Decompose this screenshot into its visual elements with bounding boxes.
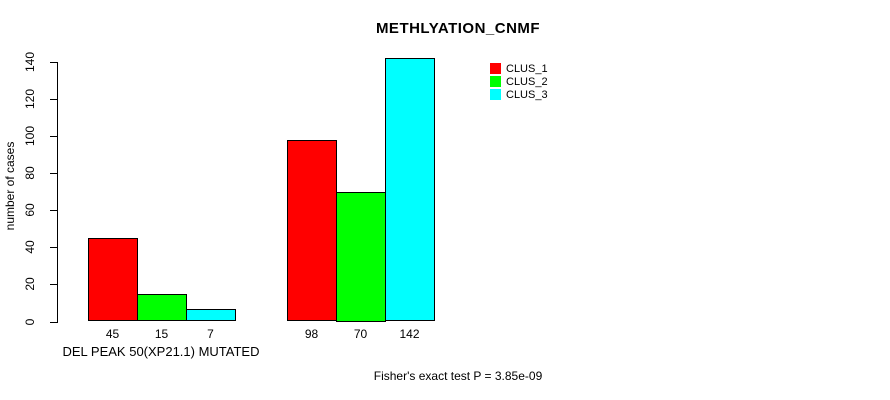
- bar-value-label: 70: [353, 327, 368, 341]
- legend-swatch-clus_2: [490, 76, 501, 87]
- y-axis-tick: [50, 321, 58, 323]
- y-axis-tick-label: 140: [23, 51, 37, 73]
- x-axis-group-label: DEL PEAK 50(XP21.1) MUTATED: [62, 344, 260, 359]
- chart-title: METHLYATION_CNMF: [375, 20, 541, 37]
- y-axis-label: number of cases: [3, 141, 17, 231]
- y-axis-tick-label: 20: [23, 277, 37, 292]
- bar-value-label: 98: [304, 327, 319, 341]
- legend-label: CLUS_2: [506, 75, 548, 88]
- legend-item: CLUS_3: [490, 88, 548, 101]
- legend-label: CLUS_3: [506, 88, 548, 101]
- bar-value-label: 7: [207, 327, 214, 341]
- y-axis-line: [57, 62, 58, 322]
- legend-item: CLUS_1: [490, 62, 548, 75]
- bar-clus_1-group2: [287, 139, 337, 322]
- y-axis-tick: [50, 247, 58, 249]
- y-axis-tick: [50, 62, 58, 63]
- y-axis-tick-label: 100: [23, 126, 37, 147]
- y-axis-tick-label: 40: [23, 240, 37, 255]
- bar-value-label: 15: [154, 327, 169, 341]
- bar-clus_1-group1: [88, 238, 138, 322]
- y-axis-tick: [50, 284, 58, 286]
- legend-swatch-clus_1: [490, 63, 501, 74]
- y-axis-tick-label: 120: [23, 89, 37, 110]
- bar-clus_2-group2: [336, 191, 386, 322]
- bar-value-label: 45: [105, 327, 120, 341]
- legend: CLUS_1 CLUS_2 CLUS_3: [490, 62, 548, 101]
- y-axis-tick-label: 80: [23, 166, 37, 180]
- y-axis-tick: [50, 173, 58, 175]
- bar-clus_3-group2: [385, 58, 435, 322]
- y-axis-tick: [50, 210, 58, 212]
- fisher-test-annotation: Fisher's exact test P = 3.85e-09: [373, 369, 543, 383]
- y-axis-tick: [50, 136, 58, 138]
- bar-clus_3-group1: [186, 308, 236, 322]
- legend-label: CLUS_1: [506, 62, 548, 75]
- bar-value-label: 142: [399, 327, 420, 341]
- legend-swatch-clus_3: [490, 89, 501, 100]
- y-axis-tick-label: 60: [23, 203, 37, 217]
- legend-item: CLUS_2: [490, 75, 548, 88]
- y-axis-tick: [50, 99, 58, 101]
- y-axis-tick-label: 0: [23, 318, 37, 325]
- bar-clus_2-group1: [137, 293, 187, 322]
